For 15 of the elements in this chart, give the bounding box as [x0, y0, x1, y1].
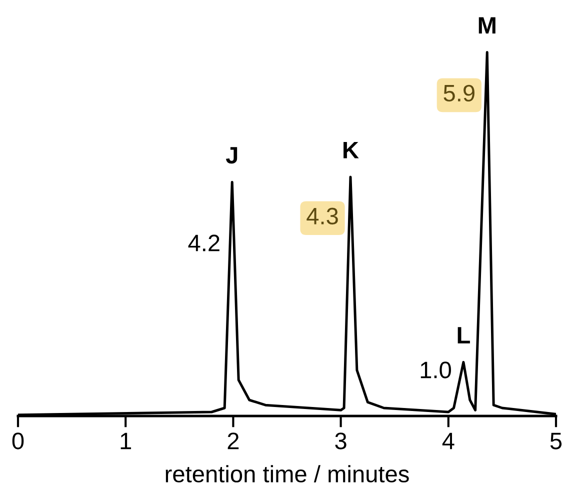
x-tick-label: 1	[120, 432, 132, 450]
x-tick-label: 3	[335, 432, 346, 450]
annotation: 4.2	[188, 234, 220, 252]
annotation: 4.3	[306, 208, 338, 224]
annotation: 1.0	[420, 362, 451, 378]
annotation: 5.9	[444, 84, 474, 102]
x-tick-label: 4	[442, 432, 454, 450]
annotation: J	[226, 147, 238, 164]
annotation: K	[344, 142, 359, 158]
x-tick-label: 0	[12, 432, 24, 450]
x-tick-label: 2	[228, 432, 239, 450]
x-axis-title: retention time / minutes	[166, 465, 409, 482]
annotation: L	[458, 327, 470, 344]
x-tick-label: 5	[550, 432, 562, 450]
annotation: M	[478, 17, 496, 34]
